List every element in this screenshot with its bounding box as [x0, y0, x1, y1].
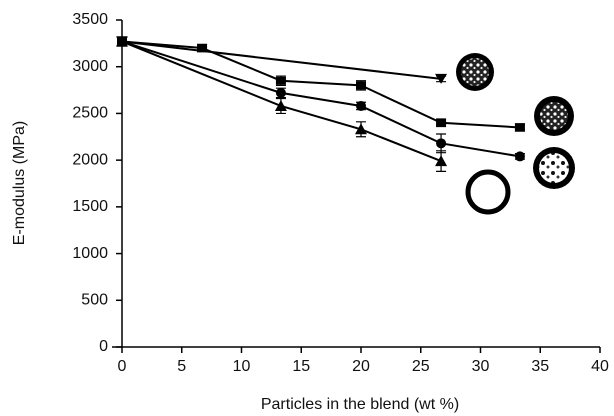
y-tick-label: 1500	[72, 198, 108, 215]
y-tick-label: 0	[99, 338, 108, 355]
series-line	[121, 40, 442, 163]
marker	[514, 151, 525, 162]
y-tick-label: 500	[81, 292, 108, 309]
marker	[355, 123, 367, 135]
marker	[356, 100, 366, 111]
series-line	[121, 40, 442, 80]
series-line	[121, 40, 520, 129]
morphology-icons	[456, 53, 575, 215]
y-tick-label: 2000	[72, 151, 108, 168]
y-tick-label: 3500	[72, 11, 108, 28]
marker	[116, 35, 128, 47]
marker	[275, 76, 286, 85]
y-axis-label: E-modulus (MPa)	[11, 121, 28, 245]
marker	[356, 81, 366, 90]
marker	[274, 99, 287, 111]
marker	[436, 138, 447, 149]
marker	[435, 155, 448, 167]
y-tick-label: 2500	[72, 105, 108, 122]
y-tick-label: 1000	[72, 245, 108, 262]
x-tick-label: 30	[472, 358, 490, 375]
marker	[514, 123, 525, 132]
x-axis-label: Particles in the blend (wt %)	[261, 396, 459, 413]
y-tick-label: 3000	[72, 58, 108, 75]
x-tick-label: 0	[118, 358, 127, 375]
x-tick-label: 10	[233, 358, 251, 375]
x-tick-label: 35	[531, 358, 549, 375]
x-tick-label: 5	[177, 358, 186, 375]
marker	[436, 118, 447, 127]
x-tick-label: 40	[591, 358, 609, 375]
x-tick-label: 15	[292, 358, 310, 375]
marker	[275, 87, 286, 98]
series-line	[121, 40, 521, 158]
x-tick-label: 25	[412, 358, 430, 375]
marker	[197, 44, 208, 53]
x-tick-label: 20	[352, 358, 370, 375]
marker	[435, 73, 448, 84]
